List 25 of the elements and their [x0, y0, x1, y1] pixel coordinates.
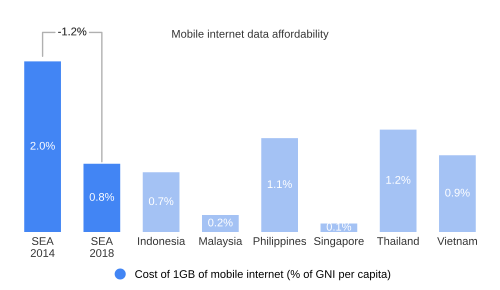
x-tick-label: SEA 2018: [90, 237, 114, 257]
x-tick-label: Vietnam: [437, 236, 477, 246]
bar: [380, 130, 417, 232]
x-tick-label: Philippines: [254, 236, 306, 248]
bar: [142, 172, 180, 232]
data-label: 0.7%: [148, 197, 174, 206]
bar: [202, 214, 239, 232]
data-label: 0.2%: [208, 218, 233, 226]
legend-label: Cost of 1GB of mobile internet (% of GNI per capita): [135, 270, 390, 280]
x-tick-label: SEA 2014: [30, 237, 55, 257]
bar: [24, 61, 61, 232]
x-tick-label: Thailand: [377, 236, 419, 246]
bar: [439, 155, 476, 232]
bar: [83, 164, 120, 232]
data-label: 1.1%: [268, 180, 292, 188]
text: -1.2%: [58, 28, 86, 36]
x-tick-label: Singapore: [314, 236, 364, 248]
data-label: 2.0%: [30, 142, 55, 150]
data-label: 0.9%: [445, 188, 470, 197]
x-tick-label: Indonesia: [138, 236, 186, 246]
chart-title: Mobile internet data affordability: [172, 30, 329, 40]
data-label: 0.8%: [90, 192, 114, 201]
x-tick-label: Malaysia: [199, 236, 242, 248]
bar: [261, 138, 298, 232]
data-label: 1.2%: [386, 176, 410, 184]
